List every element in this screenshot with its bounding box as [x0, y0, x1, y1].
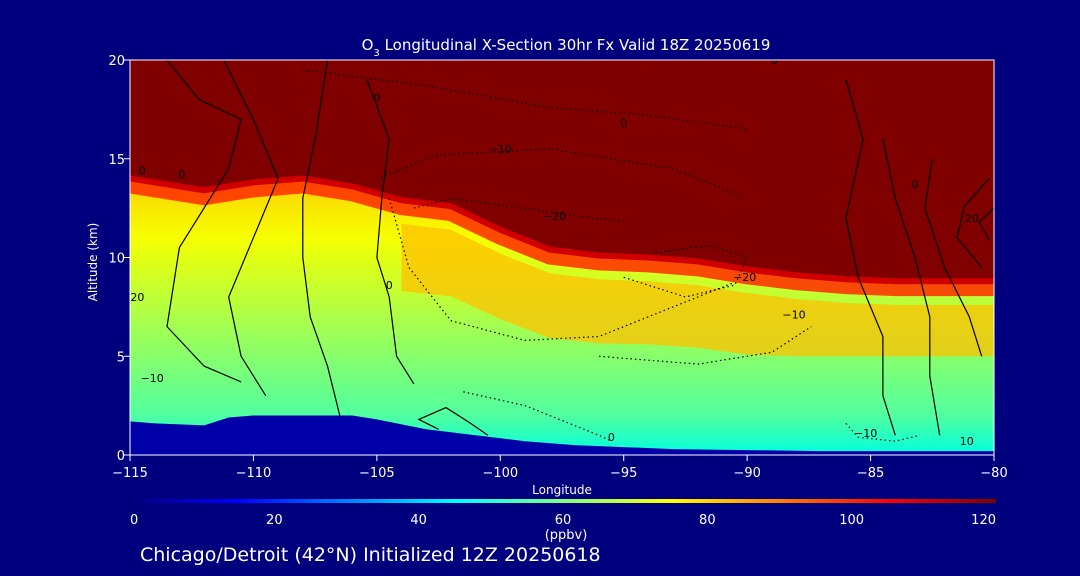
- contour-lines: [166, 60, 994, 442]
- tropopause-band-inner: [130, 175, 994, 285]
- contour-line-dotted-7: [463, 391, 612, 442]
- y-tick-label-1: 5: [117, 350, 125, 365]
- contour-line-dotted-1: [376, 148, 748, 199]
- colorbar-unit-label: (ppbv): [545, 528, 588, 543]
- stratosphere-region: [130, 60, 994, 282]
- colorbar-tick-label-4: 80: [699, 513, 716, 528]
- contour-line-solid-0: [166, 60, 242, 383]
- x-tick-label-2: −105: [359, 466, 395, 481]
- chart-title: O3 Longitudinal X-Section 30hr Fx Valid …: [362, 36, 771, 59]
- contour-label-12: 0: [373, 92, 380, 105]
- contour-line-dotted-3: [388, 198, 733, 342]
- contour-line-dotted-4: [623, 244, 748, 298]
- x-tick-label-0: −115: [112, 466, 148, 481]
- contour-label-14: 0: [912, 178, 919, 191]
- colorbar-tick-label-5: 100: [839, 513, 864, 528]
- contour-line-dotted-6: [845, 423, 921, 442]
- contour-label-15: 20: [965, 212, 979, 225]
- footer-location-text: Chicago/Detroit (42°N) Initialized 12Z 2…: [140, 544, 601, 566]
- tropopause-band: [130, 177, 994, 297]
- colorbar-strip: [130, 499, 996, 503]
- colorbar: 0 20 40 60 80 100 120 (ppbv): [130, 499, 996, 543]
- plot-area: 0 −10 −20 −20 −10 0 −10 10 −10 20 0 0 0 0 0 20 0: [130, 54, 994, 455]
- contour-line-solid-6: [882, 138, 941, 436]
- x-tick-label-3: −100: [482, 466, 518, 481]
- contour-line-solid-5: [845, 79, 896, 436]
- contour-line-solid-1: [223, 60, 279, 397]
- x-tick-label-5: −90: [733, 466, 760, 481]
- contour-line-solid-9: [978, 207, 994, 240]
- contour-label-1: −10: [489, 143, 512, 156]
- contour-label-3: −20: [733, 271, 756, 284]
- contour-line-solid-2: [302, 60, 341, 416]
- y-tick-label-4: 20: [108, 54, 125, 69]
- contour-label-2: −20: [543, 210, 566, 223]
- contour-line-solid-4: [417, 406, 489, 436]
- x-tick-label-6: −85: [857, 466, 884, 481]
- y-tick-label-3: 15: [108, 153, 125, 168]
- colorbar-tick-label-6: 120: [971, 513, 996, 528]
- mid-ozone-region: [401, 223, 994, 357]
- contour-label-5: 0: [608, 431, 615, 444]
- contour-label-7: 10: [960, 435, 974, 448]
- x-axis-label: Longitude: [532, 483, 592, 497]
- contour-label-9: 20: [130, 291, 144, 304]
- terrain-region: [130, 415, 994, 455]
- contour-line-dotted-5: [598, 326, 812, 365]
- x-axis: −115 −110 −105 −100 −95 −90 −85 −80: [112, 455, 1008, 481]
- x-tick-label-1: −110: [236, 466, 272, 481]
- y-axis-label: Altitude (km): [86, 223, 100, 302]
- contour-line-solid-7: [924, 158, 983, 357]
- colorbar-tick-label-3: 60: [555, 513, 572, 528]
- y-tick-label-0: 0: [117, 449, 125, 464]
- contour-label-13: 0: [771, 54, 778, 67]
- colorbar-tick-label-2: 40: [410, 513, 427, 528]
- colorbar-tick-label-1: 20: [266, 513, 283, 528]
- contour-line-dotted-2: [413, 197, 624, 223]
- contour-label-0: 0: [386, 279, 393, 292]
- y-axis: 0 5 10 15 20: [108, 54, 130, 464]
- colorbar-ticks: 0 20 40 60 80 100 120: [130, 513, 996, 528]
- contour-line-solid-8: [956, 178, 990, 268]
- contour-label-6: −10: [854, 427, 877, 440]
- contour-label-16: 0: [620, 117, 627, 130]
- contour-labels: 0 −10 −20 −20 −10 0 −10 10 −10 20 0 0 0 0 0 20 0: [130, 54, 979, 448]
- x-tick-label-4: −95: [610, 466, 637, 481]
- colorbar-tick-label-0: 0: [130, 513, 138, 528]
- x-tick-label-7: −80: [980, 466, 1007, 481]
- contour-label-10: 0: [139, 165, 146, 178]
- contour-label-4: −10: [782, 309, 805, 322]
- contour-line-solid-3: [366, 79, 415, 385]
- y-tick-label-2: 10: [108, 252, 125, 267]
- contour-label-8: −10: [141, 372, 164, 385]
- contour-label-11: 0: [178, 169, 185, 182]
